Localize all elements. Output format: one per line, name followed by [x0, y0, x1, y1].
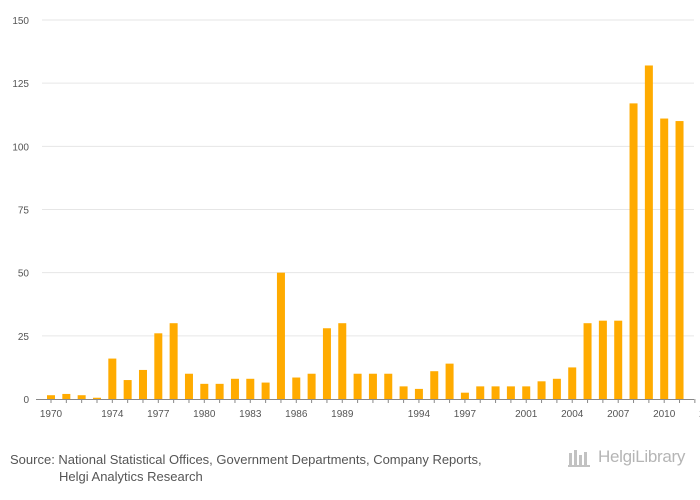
bar-1971: [62, 394, 70, 399]
bar-1997: [461, 393, 469, 399]
bar-1976: [139, 370, 147, 399]
y-tick-label: 125: [12, 79, 29, 90]
bar-2007: [614, 321, 622, 399]
y-axis-ticks: 0 25 50 75 100 125 150: [12, 16, 29, 406]
source-line-2: Helgi Analytics Research: [10, 468, 482, 485]
x-tick-label: 1989: [331, 409, 354, 420]
bar-1984: [262, 383, 270, 399]
brand-text: HelgiLibrary: [598, 447, 685, 467]
x-tick-label: 1977: [147, 409, 170, 420]
bar-2004: [568, 367, 576, 399]
bar-1991: [369, 374, 377, 399]
x-tick-label: 2007: [607, 409, 630, 420]
x-tick-label: 1974: [101, 409, 124, 420]
x-tick-label: 1997: [454, 409, 477, 420]
bar-2009: [645, 65, 653, 399]
bar-1988: [323, 328, 331, 399]
bar-1980: [200, 384, 208, 399]
bar-1996: [446, 364, 454, 399]
x-axis-ticks: 1970 1974 1977 1980 1983 1986 1989 1994 1997 2001…: [40, 399, 700, 420]
bar-1999: [492, 386, 500, 399]
source-line-1: Source: National Statistical Offices, Go…: [10, 451, 482, 468]
y-tick-label: 25: [18, 332, 30, 343]
bar-chart: 0 25 50 75 100 125 150 1970 1974 1977 1980 1983 198…: [0, 0, 700, 440]
library-icon: [568, 447, 594, 467]
x-tick-label: 1983: [239, 409, 262, 420]
bar-2010: [660, 119, 668, 399]
y-tick-label: 0: [23, 395, 29, 406]
x-tick-label: 1994: [408, 409, 431, 420]
bar-1993: [400, 386, 408, 399]
x-tick-label: 2001: [515, 409, 538, 420]
helgi-library-logo: HelgiLibrary: [568, 447, 685, 467]
y-tick-label: 150: [12, 16, 29, 27]
bar-1974: [108, 359, 116, 399]
x-tick-label: 1970: [40, 409, 63, 420]
bar-1972: [78, 395, 86, 399]
bar-1982: [231, 379, 239, 399]
bar-1983: [246, 379, 254, 399]
y-tick-label: 75: [18, 206, 30, 217]
bar-1978: [170, 323, 178, 399]
source-note: Source: National Statistical Offices, Go…: [10, 451, 482, 485]
bar-1979: [185, 374, 193, 399]
bar-1975: [124, 380, 132, 399]
bar-1995: [430, 371, 438, 399]
bar-2006: [599, 321, 607, 399]
bar-1998: [476, 386, 484, 399]
bar-2000: [507, 386, 515, 399]
bar-1981: [216, 384, 224, 399]
bar-1977: [154, 333, 162, 399]
bar-2008: [630, 103, 638, 399]
bar-2011: [676, 121, 684, 399]
bar-2001: [522, 386, 530, 399]
y-tick-label: 100: [12, 142, 29, 153]
y-tick-label: 50: [18, 269, 30, 280]
bar-1990: [354, 374, 362, 399]
bar-1973: [93, 398, 101, 399]
bar-2002: [538, 381, 546, 399]
x-tick-label: 2004: [561, 409, 584, 420]
bar-2005: [584, 323, 592, 399]
bar-1985: [277, 273, 285, 399]
bar-1989: [338, 323, 346, 399]
bar-1986: [292, 378, 300, 399]
bar-1970: [47, 395, 55, 399]
bar-1992: [384, 374, 392, 399]
bars: [47, 65, 684, 399]
bar-1994: [415, 389, 423, 399]
x-tick-label: 1986: [285, 409, 308, 420]
x-tick-label: 2010: [653, 409, 676, 420]
x-tick-label: 1980: [193, 409, 216, 420]
bar-1987: [308, 374, 316, 399]
gridlines: [42, 20, 694, 336]
bar-2003: [553, 379, 561, 399]
